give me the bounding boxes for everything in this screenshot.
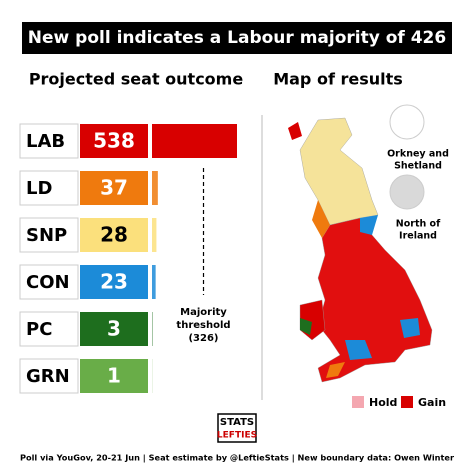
title-banner	[22, 22, 452, 54]
chart-subtitle: Projected seat outcome	[29, 70, 244, 89]
party-box	[19, 123, 79, 159]
party-box	[19, 264, 79, 300]
inset-label: Ireland	[399, 231, 437, 242]
footer: Poll via YouGov, 20-21 Jun | Seat estima…	[20, 453, 455, 463]
chart-title: New poll indicates a Labour majority of …	[28, 28, 446, 48]
party-box	[19, 170, 79, 206]
inset-ni	[389, 174, 425, 210]
party-box	[19, 358, 79, 394]
inset-label: Orkney and	[387, 149, 449, 160]
party-label: CON	[26, 272, 70, 293]
value-label: 28	[100, 223, 128, 247]
party-label: PC	[26, 319, 52, 340]
seat-box	[80, 312, 148, 346]
legend-swatch	[352, 396, 364, 408]
party-label: LD	[26, 178, 52, 199]
party-label: SNP	[26, 225, 67, 246]
value-label: 23	[100, 270, 128, 294]
logo-text: STATS	[220, 417, 254, 428]
seat-box	[80, 265, 148, 299]
logo-text: LEFTIES	[217, 431, 257, 441]
map-con	[345, 215, 420, 360]
bar	[152, 218, 157, 252]
threshold-value: (326)	[188, 333, 218, 344]
value-label: 37	[100, 176, 128, 200]
map-scotland	[299, 117, 379, 226]
value-label: 1	[107, 364, 121, 388]
seat-box	[80, 359, 148, 393]
map-islands	[288, 122, 302, 140]
legend-label: Gain	[418, 396, 446, 409]
seat-box	[80, 218, 148, 252]
map	[288, 104, 433, 383]
map-ld	[312, 200, 345, 378]
inset-label: Shetland	[394, 161, 442, 172]
bar	[152, 171, 158, 205]
party-box	[19, 311, 79, 347]
legend-swatch	[401, 396, 413, 408]
threshold-label: threshold	[176, 320, 230, 331]
seat-box	[80, 171, 148, 205]
bar	[152, 124, 237, 158]
party-box	[19, 217, 79, 253]
threshold-label: Majority	[180, 307, 227, 318]
map-pc	[300, 318, 312, 335]
seat-box	[80, 124, 148, 158]
logo-box	[217, 413, 257, 443]
legend-label: Hold	[369, 396, 397, 409]
map-england	[317, 217, 433, 383]
bar	[152, 265, 156, 299]
value-label: 3	[107, 317, 121, 341]
inset-orkney	[389, 104, 425, 140]
value-label: 538	[93, 129, 135, 153]
party-label: LAB	[26, 131, 65, 152]
inset-label: North of	[396, 219, 441, 230]
party-label: GRN	[26, 366, 70, 387]
map-title: Map of results	[273, 70, 403, 89]
